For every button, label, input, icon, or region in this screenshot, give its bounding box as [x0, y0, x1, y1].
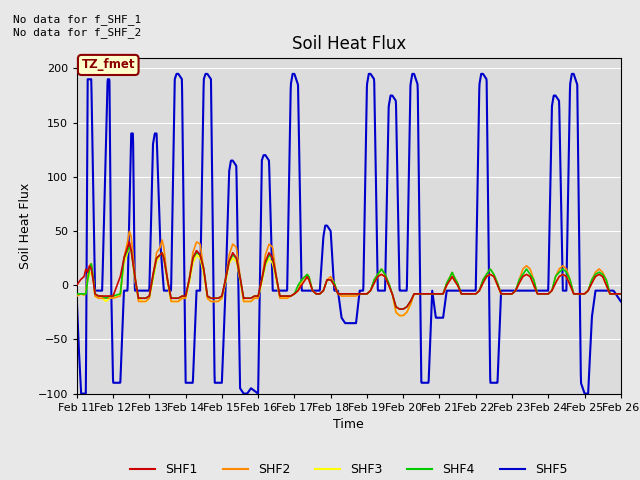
X-axis label: Time: Time [333, 418, 364, 431]
Text: No data for f_SHF_1
No data for f_SHF_2: No data for f_SHF_1 No data for f_SHF_2 [13, 14, 141, 38]
Title: Soil Heat Flux: Soil Heat Flux [292, 35, 406, 53]
Legend: SHF1, SHF2, SHF3, SHF4, SHF5: SHF1, SHF2, SHF3, SHF4, SHF5 [125, 458, 572, 480]
Y-axis label: Soil Heat Flux: Soil Heat Flux [19, 182, 32, 269]
Text: TZ_fmet: TZ_fmet [81, 59, 135, 72]
